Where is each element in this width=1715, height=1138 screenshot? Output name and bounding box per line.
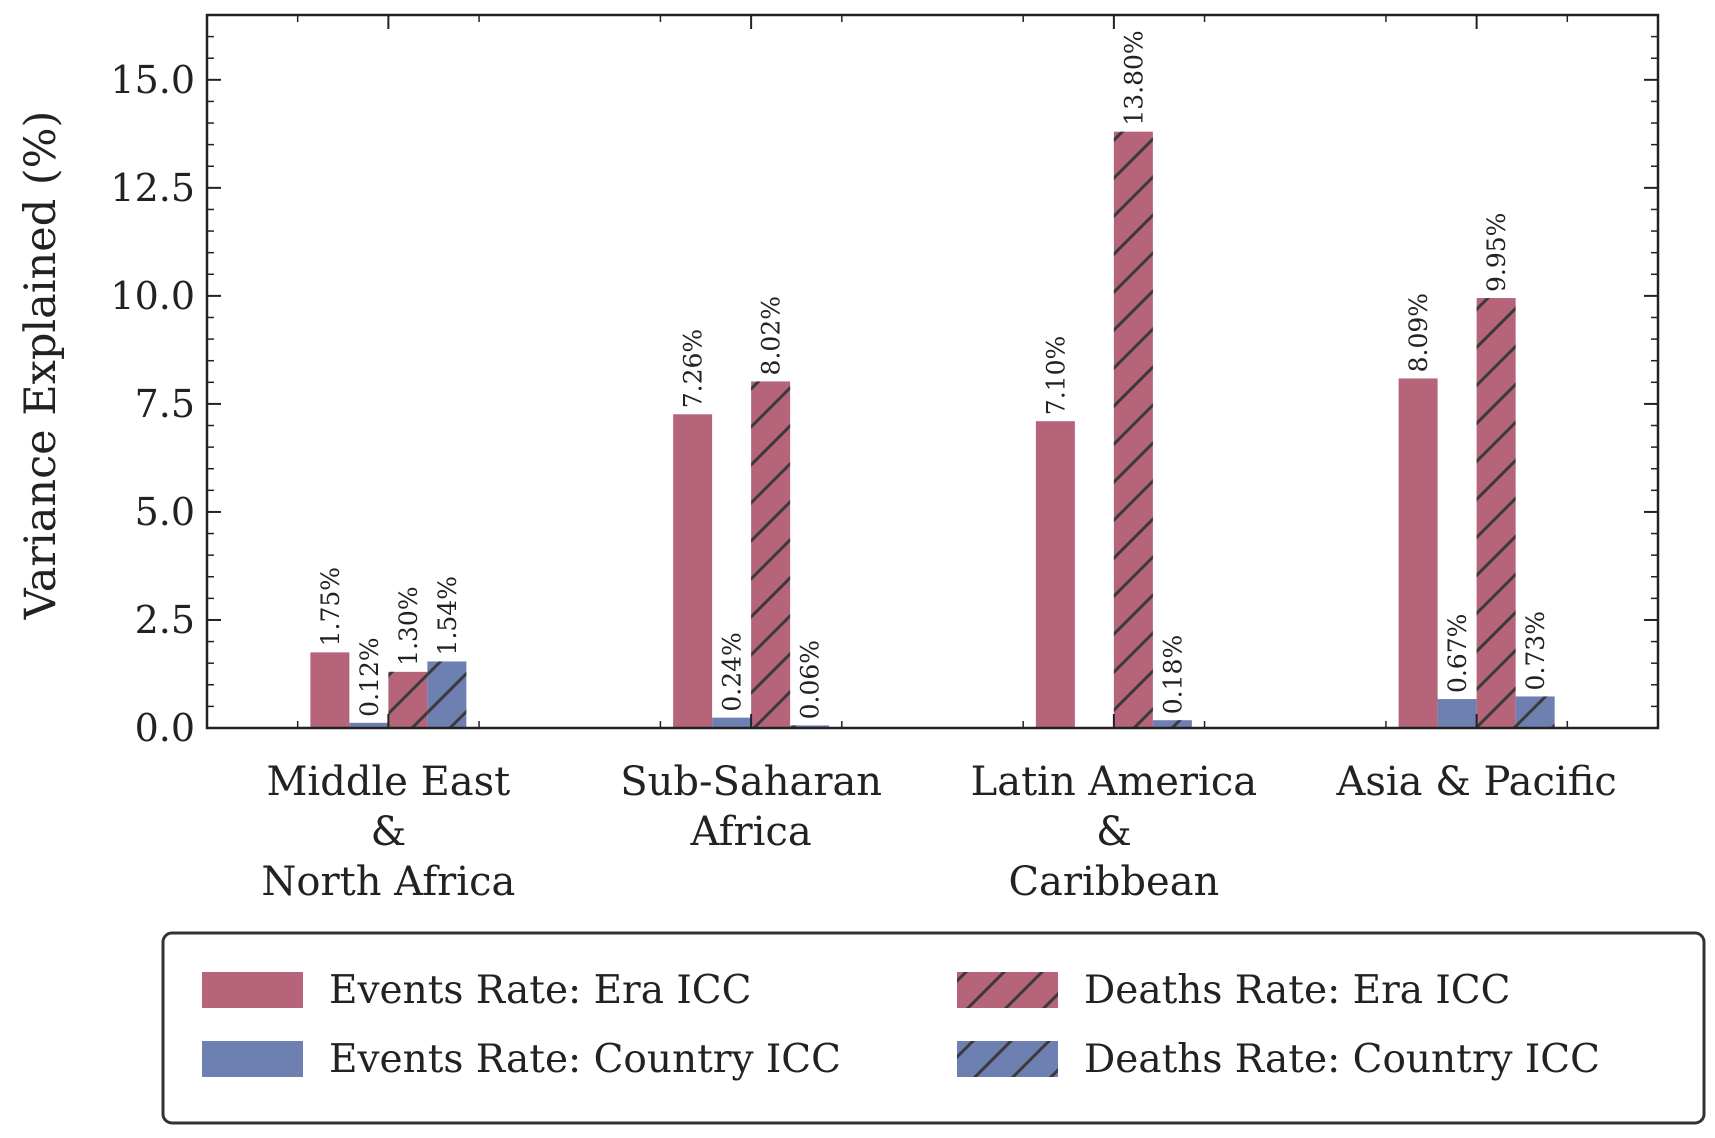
data-label: 1.30% [394, 586, 423, 665]
bar-2-2 [712, 717, 752, 728]
bar-1-3 [1035, 421, 1075, 728]
data-label: 0.18% [1158, 635, 1187, 714]
legend: Events Rate: Era ICC Events Rate: Country… [161, 931, 1706, 1125]
y-tick-label: 5.0 [135, 490, 195, 534]
legend-swatch-hatch [957, 972, 1058, 1008]
bar-hatch-3-2 [751, 381, 791, 728]
data-label: 8.09% [1404, 293, 1433, 372]
bar-1-2 [673, 414, 713, 728]
bar-2-4 [1437, 699, 1477, 728]
data-label: 7.26% [679, 329, 708, 408]
y-tick-label: 0.0 [135, 706, 195, 750]
data-label: 1.75% [316, 567, 345, 646]
bar-hatch-4-1 [427, 661, 467, 728]
y-tick-label: 15.0 [110, 58, 195, 102]
x-tick-label: Middle East & North Africa [261, 759, 515, 905]
bar-1-1 [310, 652, 350, 728]
y-tick-label: 10.0 [110, 274, 195, 318]
bar-hatch-4-2 [790, 725, 830, 728]
y-tick-label: 12.5 [110, 166, 195, 210]
x-tick-label: Asia & Pacific [1335, 759, 1616, 805]
legend-label: Deaths Rate: Country ICC [1084, 1037, 1600, 1082]
data-label: 0.24% [718, 632, 747, 711]
legend-box [161, 931, 1706, 1125]
bar-hatch-3-1 [388, 671, 428, 728]
y-tick-label: 7.5 [135, 382, 195, 426]
plot-frame [205, 13, 1660, 730]
legend-swatch [202, 1041, 303, 1077]
data-label: 0.73% [1521, 611, 1550, 690]
x-tick-label: Sub-Saharan Africa [620, 759, 882, 855]
bar-2-1 [349, 722, 389, 728]
data-label: 0.12% [355, 637, 384, 716]
x-tick-label: Latin America & Caribbean [971, 759, 1257, 905]
bar-hatch-4-4 [1515, 696, 1555, 728]
data-label: 0.06% [796, 640, 825, 719]
data-label: 0.67% [1443, 614, 1472, 693]
data-label: 13.80% [1119, 30, 1148, 125]
legend-swatch-hatch [957, 1041, 1058, 1077]
data-label: 9.95% [1482, 213, 1511, 292]
bar-hatch-3-4 [1476, 298, 1516, 728]
legend-swatch [202, 972, 303, 1008]
bar-hatch-4-3 [1152, 720, 1192, 728]
bar-1-4 [1398, 378, 1438, 728]
data-label: 7.10% [1041, 336, 1070, 415]
legend-label: Deaths Rate: Era ICC [1084, 968, 1510, 1013]
y-axis-title: Variance Explained (%) [16, 111, 66, 621]
legend-label: Events Rate: Era ICC [329, 968, 751, 1013]
data-label: 8.02% [757, 296, 786, 375]
y-tick-label: 2.5 [135, 598, 195, 642]
legend-label: Events Rate: Country ICC [329, 1037, 841, 1082]
bar-hatch-3-3 [1113, 131, 1153, 728]
data-label: 1.54% [433, 576, 462, 655]
